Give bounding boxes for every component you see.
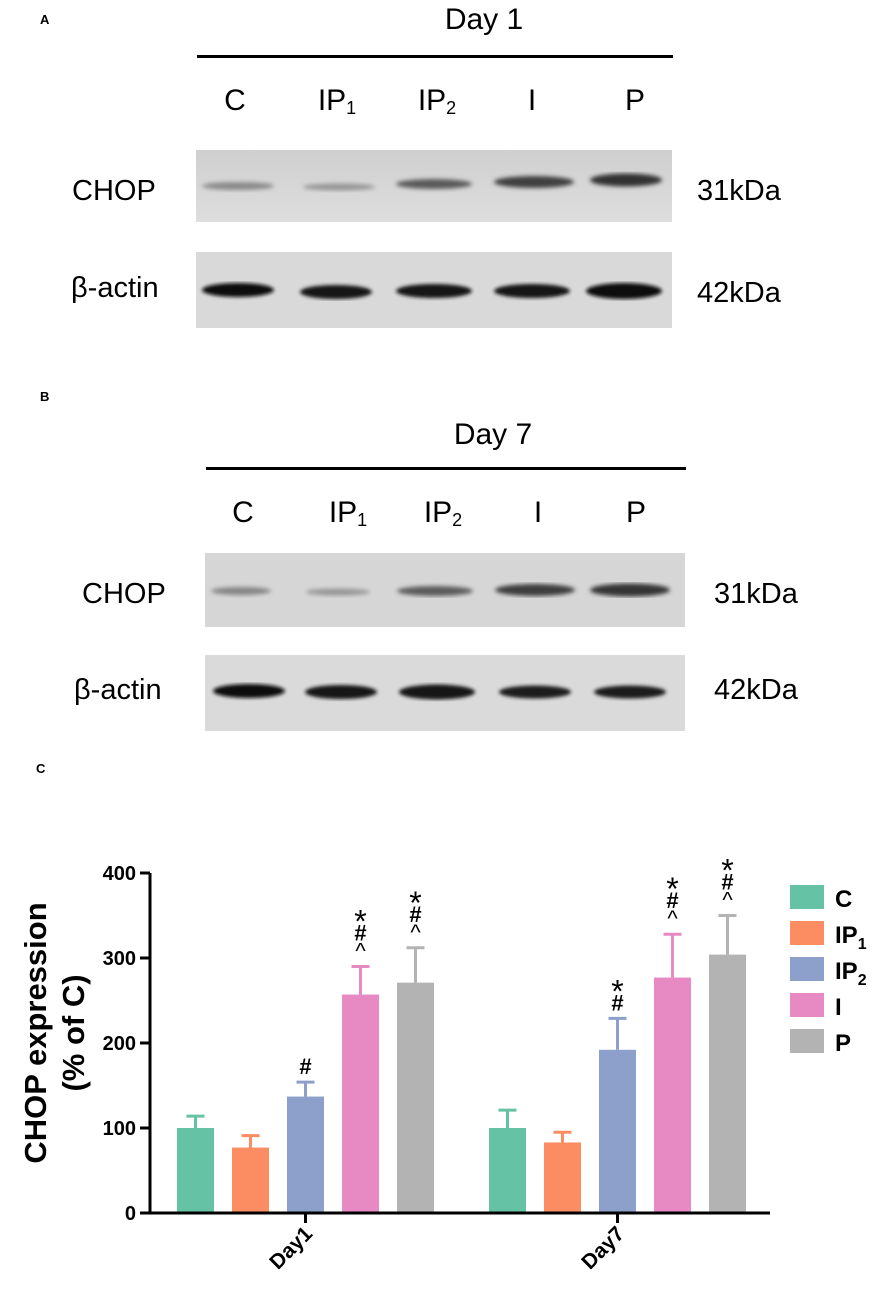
panel-a-actin-size: 42kDa	[697, 277, 781, 309]
panel-a-actin-label: β-actin	[71, 272, 159, 304]
panel-b-lane-ip2: IP2	[423, 496, 463, 530]
bar-day1-ip1	[232, 1147, 269, 1212]
band	[399, 684, 475, 700]
panel-b-lane-i: I	[533, 496, 543, 529]
significance-mark: #	[721, 870, 733, 895]
band	[396, 284, 472, 298]
panel-b-title-rule	[206, 467, 686, 470]
bar-day7-i	[654, 977, 691, 1212]
panel-b-lane-ip1: IP1	[328, 496, 368, 530]
band	[306, 588, 370, 596]
band	[494, 176, 574, 188]
panel-a-lane-ip1: IP1	[317, 84, 357, 118]
y-axis-label-units: (% of C)	[56, 974, 91, 1091]
bar-day1-ip2	[287, 1096, 324, 1212]
significance-mark: ^	[355, 939, 366, 964]
band	[202, 283, 274, 297]
panel-a-lane-ip2: IP2	[417, 84, 457, 118]
panel-a-actin-blot	[196, 252, 672, 328]
legend-label: P	[835, 1030, 851, 1057]
y-tick-label: 100	[103, 1118, 136, 1140]
panel-a-lane-i: I	[527, 84, 537, 117]
x-tick-label: Day1	[265, 1222, 317, 1274]
legend-label: I	[835, 994, 842, 1021]
y-axis-label: CHOP expression	[18, 902, 53, 1163]
significance-mark: *	[666, 871, 678, 907]
panel-c-letter: C	[36, 761, 46, 776]
panel-b-chop-blot	[205, 553, 685, 627]
panel-b-actin-size: 42kDa	[714, 674, 798, 706]
significance-mark: *	[721, 853, 733, 889]
band	[300, 285, 372, 299]
significance-mark: *	[611, 973, 623, 1009]
bar-day7-ip1	[544, 1142, 581, 1212]
panel-a-chop-size: 31kDa	[697, 175, 781, 207]
panel-a-chop-blot	[196, 150, 672, 222]
bar-day7-ip2	[599, 1049, 636, 1212]
legend-swatch	[790, 993, 824, 1017]
panel-a-title: Day 1	[444, 3, 524, 36]
bar-day1-c	[177, 1128, 214, 1212]
panel-b-chop-size: 31kDa	[714, 578, 798, 610]
bar-day1-p	[397, 982, 434, 1212]
y-tick-label: 400	[103, 863, 136, 885]
legend-swatch	[790, 957, 824, 981]
band	[202, 182, 274, 190]
significance-mark: #	[354, 921, 366, 946]
legend-label: C	[835, 886, 852, 913]
y-tick-label: 200	[103, 1033, 136, 1055]
band	[590, 583, 670, 597]
band	[594, 685, 666, 699]
band	[499, 685, 571, 699]
significance-mark: #	[409, 902, 421, 927]
significance-mark: #	[299, 1054, 311, 1079]
band	[303, 183, 375, 191]
panel-b-actin-blot	[205, 655, 685, 731]
legend-label: IP1	[835, 922, 867, 953]
legend-swatch	[790, 885, 824, 909]
legend-label: IP2	[835, 958, 867, 989]
band	[590, 173, 662, 187]
panel-a-lane-p: P	[624, 84, 645, 117]
significance-mark: ^	[410, 920, 421, 945]
bar-day1-i	[342, 994, 379, 1212]
panel-a-letter: A	[40, 12, 50, 27]
band	[211, 587, 271, 595]
significance-mark: ^	[667, 906, 678, 931]
significance-mark: #	[611, 990, 623, 1015]
band	[397, 586, 473, 596]
panel-a-chop-label: CHOP	[72, 175, 156, 207]
bar-day7-c	[489, 1128, 526, 1212]
y-tick-label: 300	[103, 948, 136, 970]
significance-mark: #	[666, 888, 678, 913]
panel-b-actin-label: β-actin	[74, 674, 162, 706]
x-tick-label: Day7	[577, 1222, 629, 1274]
bar-day7-p	[709, 954, 746, 1212]
legend-swatch	[790, 1029, 824, 1053]
band	[495, 584, 575, 596]
panel-a-title-rule	[197, 55, 673, 58]
panel-b-letter: B	[40, 389, 50, 404]
band	[305, 685, 377, 699]
band	[586, 283, 662, 299]
legend-swatch	[790, 921, 824, 945]
y-tick-label: 0	[125, 1203, 136, 1225]
band	[396, 179, 472, 189]
panel-b-lane-p: P	[625, 496, 646, 529]
panel-b-lane-c: C	[232, 496, 254, 529]
significance-mark: *	[354, 904, 366, 940]
band	[494, 284, 570, 298]
significance-mark: ^	[722, 888, 733, 913]
panel-b-chop-label: CHOP	[82, 578, 166, 610]
significance-mark: *	[409, 885, 421, 921]
band	[213, 684, 285, 698]
panel-b-title: Day 7	[453, 418, 533, 451]
panel-a-lane-c: C	[224, 84, 246, 117]
